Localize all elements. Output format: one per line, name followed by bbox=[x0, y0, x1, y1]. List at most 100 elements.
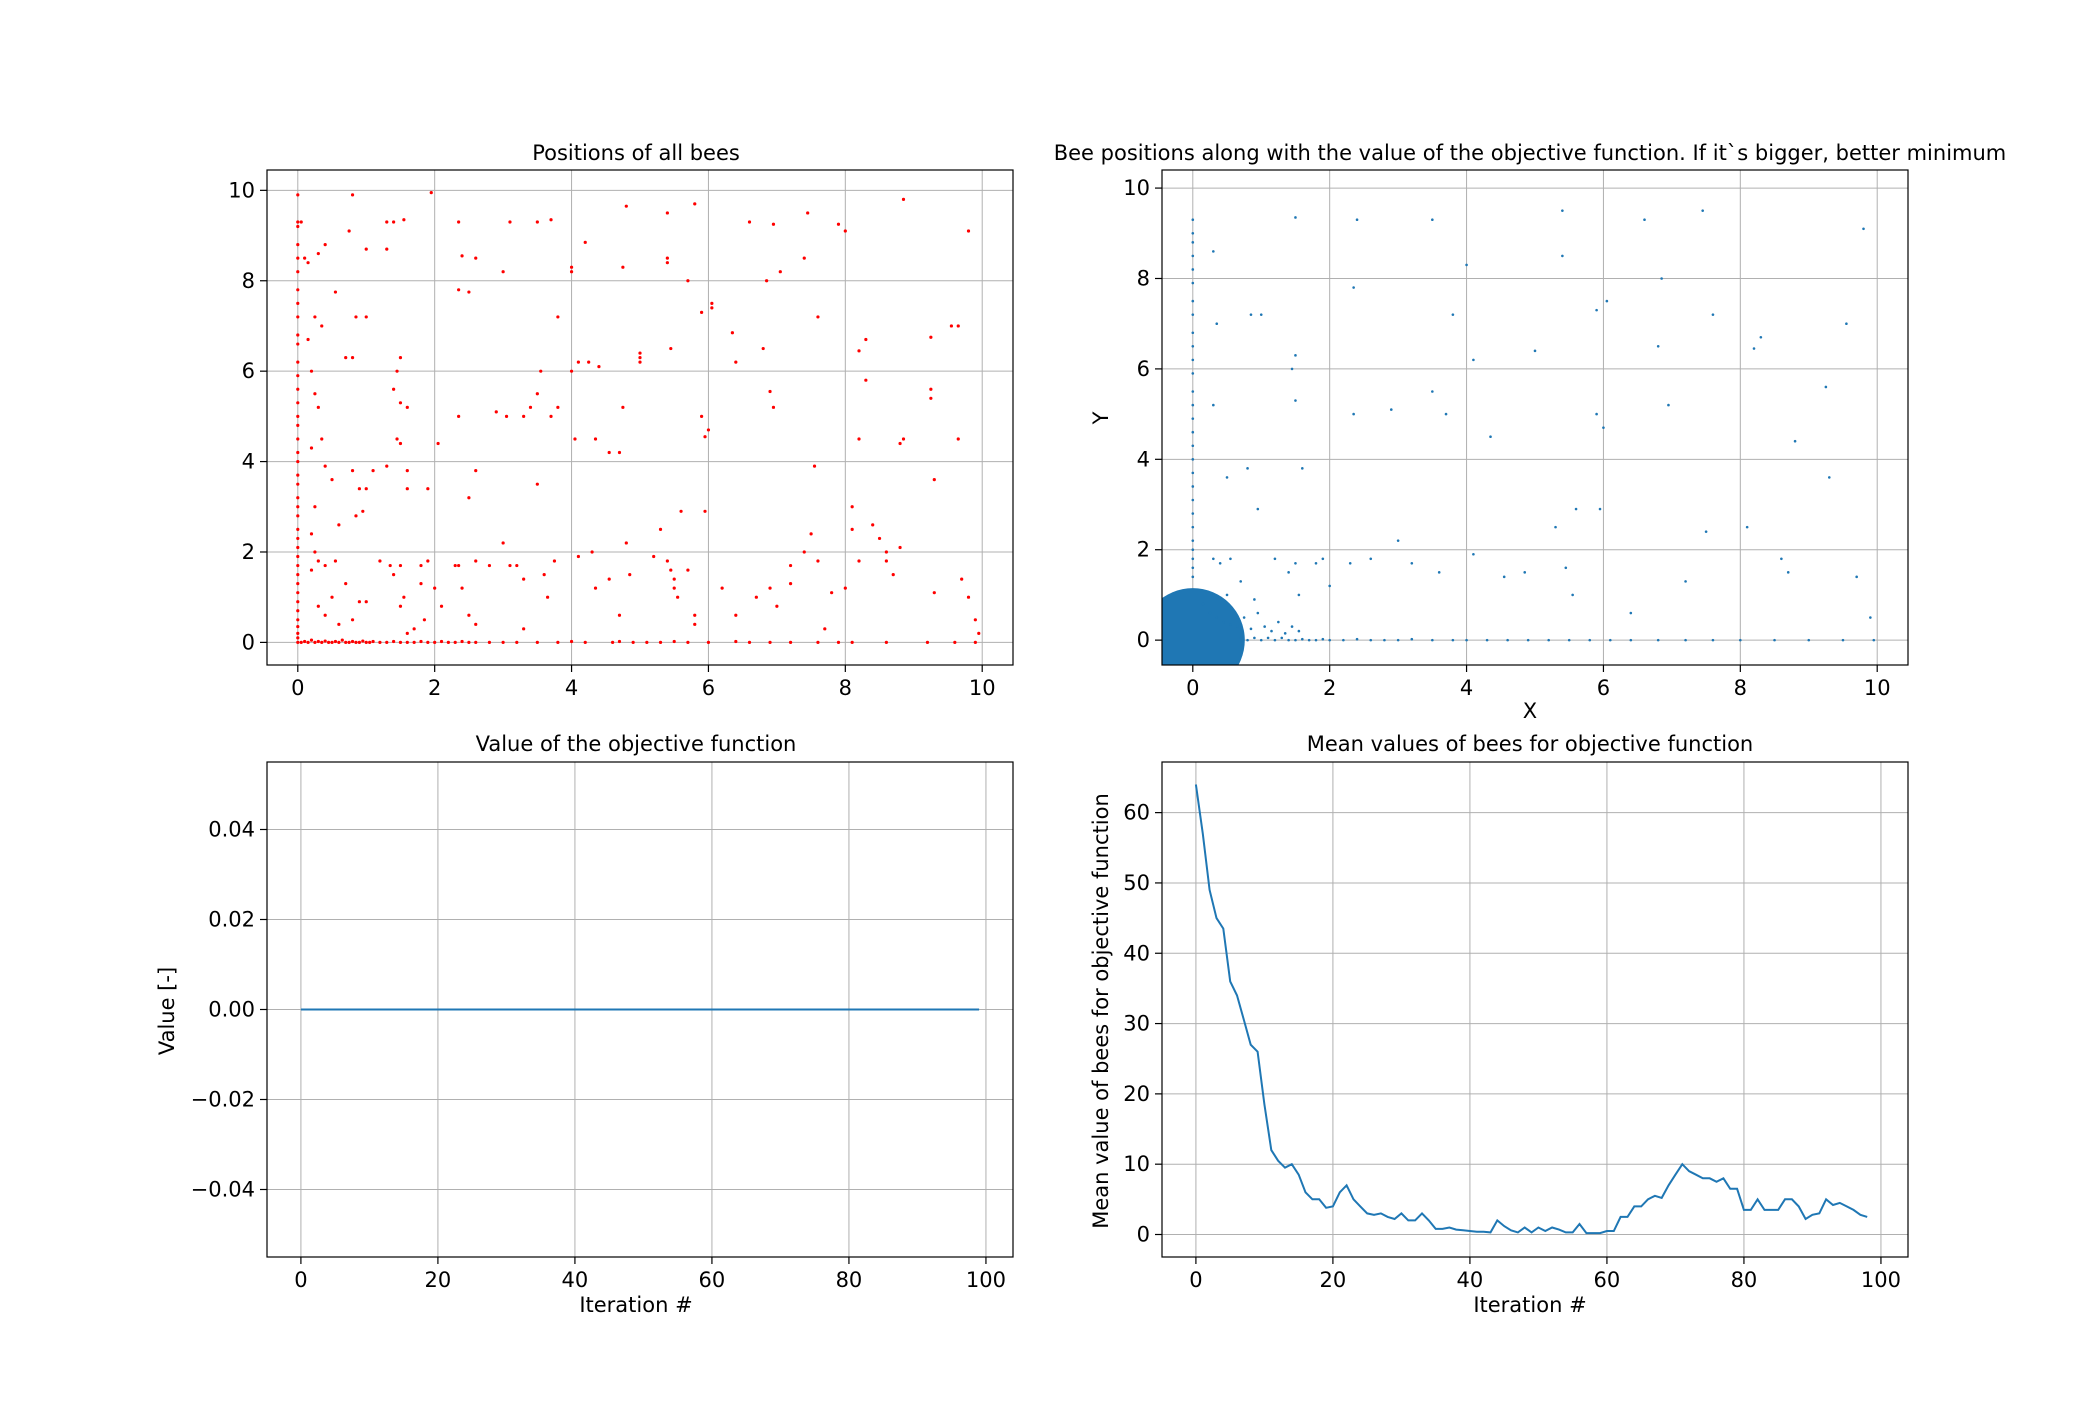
scatter-point bbox=[665, 256, 669, 260]
scatter-point bbox=[1191, 241, 1195, 244]
y-tick-label: 6 bbox=[1137, 357, 1150, 381]
scatter-point bbox=[1383, 638, 1386, 642]
scatter-point bbox=[398, 640, 403, 644]
scatter-point bbox=[296, 640, 300, 644]
scatter-point bbox=[836, 222, 841, 226]
scatter-point bbox=[494, 410, 498, 414]
scatter-point bbox=[977, 631, 981, 635]
scatter-point bbox=[1739, 638, 1742, 642]
y-tick-label: 0.02 bbox=[208, 908, 255, 932]
scatter-point bbox=[1451, 313, 1455, 316]
scatter-point bbox=[1396, 638, 1400, 642]
scatter-point bbox=[1290, 367, 1294, 371]
plot-area: 0 2 4 6 8 10 0 2 4 6 8 10 bbox=[228, 169, 1014, 700]
scatter-point bbox=[296, 224, 300, 229]
scatter-point bbox=[1526, 638, 1530, 642]
scatter-point bbox=[1294, 354, 1297, 357]
scatter-point bbox=[1472, 358, 1475, 362]
scatter-point bbox=[569, 265, 574, 269]
scatter-point bbox=[1191, 485, 1195, 488]
y-tick-label: 0.04 bbox=[208, 818, 255, 842]
x-tick-label: 6 bbox=[1597, 676, 1610, 700]
x-tick-label: 0 bbox=[294, 1268, 307, 1292]
scatter-point bbox=[309, 568, 314, 572]
scatter-point bbox=[398, 563, 403, 568]
scatter-point bbox=[457, 563, 461, 568]
scatter-point bbox=[316, 604, 320, 608]
scatter-point bbox=[467, 496, 471, 500]
axes-frame bbox=[1161, 169, 1909, 666]
scatter-point bbox=[316, 639, 320, 644]
scatter-point bbox=[830, 591, 834, 595]
scatter-point bbox=[357, 600, 361, 604]
scatter-point bbox=[1660, 277, 1663, 280]
scatter-point bbox=[966, 229, 971, 233]
scatter-point bbox=[1191, 417, 1195, 420]
scatter-point bbox=[549, 218, 553, 222]
scatter-point bbox=[843, 229, 847, 233]
scatter-point bbox=[296, 242, 300, 247]
scatter-point bbox=[350, 639, 355, 644]
scatter-point bbox=[1773, 638, 1776, 642]
scatter-point bbox=[1191, 390, 1195, 393]
scatter-point bbox=[1225, 476, 1229, 479]
scatter-point bbox=[330, 640, 334, 644]
scatter-point bbox=[788, 640, 793, 644]
scatter-point bbox=[1588, 638, 1592, 642]
scatter-point bbox=[296, 473, 300, 477]
scatter-point bbox=[535, 392, 539, 396]
scatter-point bbox=[1290, 625, 1294, 628]
scatter-point bbox=[357, 487, 361, 491]
x-tick-label: 40 bbox=[562, 1268, 589, 1292]
scatter-point bbox=[296, 591, 300, 595]
scatter-point bbox=[1191, 539, 1195, 542]
scatter-point bbox=[474, 469, 478, 473]
x-tick-label: 8 bbox=[839, 676, 852, 700]
scatter-point bbox=[337, 523, 341, 527]
scatter-point bbox=[768, 389, 772, 394]
scatter-point bbox=[344, 356, 348, 360]
scatter-point bbox=[703, 509, 707, 513]
scatter-point bbox=[1297, 629, 1301, 633]
x-tick-label: 2 bbox=[1323, 676, 1336, 700]
scatter-point bbox=[501, 541, 505, 545]
scatter-point bbox=[1355, 218, 1359, 222]
scatter-point bbox=[806, 211, 810, 215]
scatter-point bbox=[710, 301, 714, 305]
data-layer bbox=[1194, 784, 1868, 1235]
x-tick-label: 4 bbox=[1460, 676, 1473, 700]
scatter-point bbox=[361, 509, 365, 513]
scatter-point bbox=[433, 640, 437, 644]
scatter-point bbox=[631, 640, 635, 644]
scatter-point bbox=[398, 401, 403, 405]
scatter-point bbox=[836, 640, 841, 644]
scatter-point bbox=[607, 450, 611, 455]
scatter-point bbox=[1554, 525, 1557, 529]
scatter-point bbox=[1571, 593, 1574, 597]
scatter-point bbox=[932, 478, 936, 482]
scatter-point bbox=[296, 256, 300, 260]
scatter-point bbox=[1294, 399, 1297, 402]
scatter-point bbox=[1489, 435, 1492, 439]
scatter-point bbox=[1287, 638, 1290, 642]
scatter-point bbox=[1841, 638, 1845, 642]
scatter-point bbox=[1301, 467, 1304, 470]
y-tick-label: 8 bbox=[242, 269, 255, 293]
scatter-point bbox=[607, 577, 611, 581]
scatter-point bbox=[679, 509, 683, 513]
scatter-point bbox=[1218, 561, 1222, 565]
scatter-point bbox=[624, 541, 628, 545]
subplot-mean-values-of-bees: Mean values of bees for objective functi… bbox=[1089, 732, 1909, 1317]
scatter-point bbox=[303, 256, 307, 260]
scatter-point bbox=[1465, 263, 1468, 267]
scatter-point bbox=[573, 437, 577, 441]
scatter-point bbox=[1437, 571, 1441, 574]
y-tick-label: 0 bbox=[242, 630, 255, 654]
scatter-point bbox=[638, 360, 642, 364]
scatter-point bbox=[1191, 331, 1195, 335]
scatter-point bbox=[1253, 636, 1256, 640]
scatter-point bbox=[771, 405, 776, 409]
scatter-point bbox=[1259, 638, 1263, 642]
scatter-point bbox=[638, 356, 642, 360]
scatter-point bbox=[611, 640, 615, 644]
